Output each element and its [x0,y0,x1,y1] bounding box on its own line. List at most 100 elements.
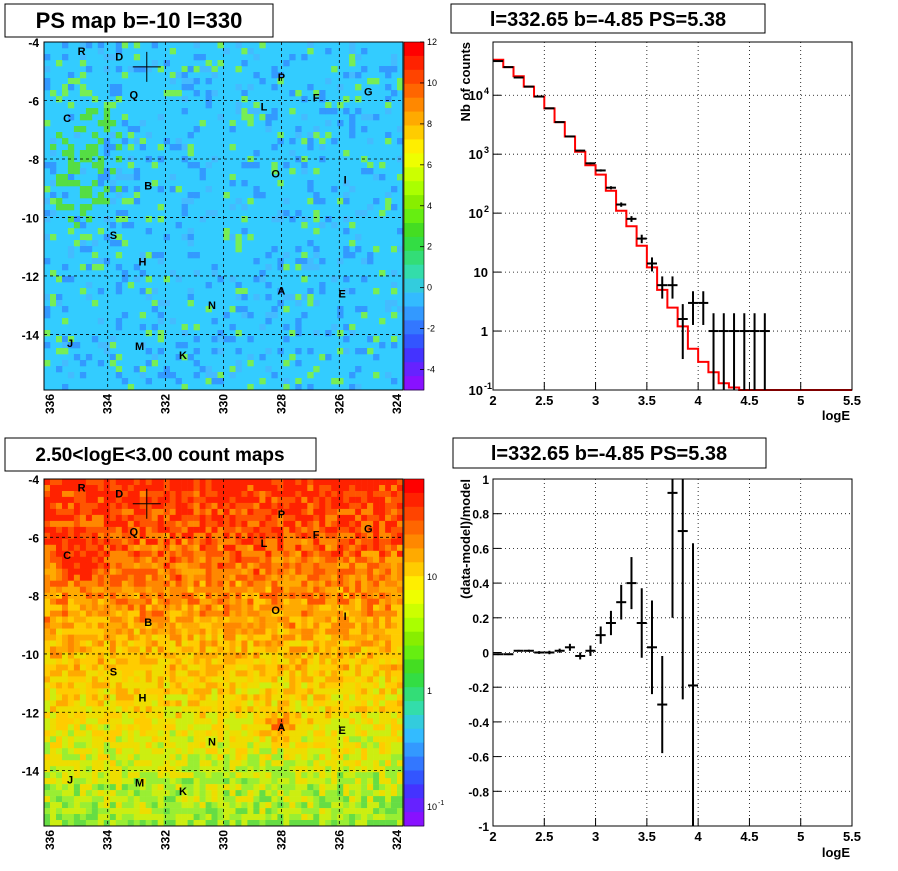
count-map-pixel [133,694,141,701]
count-map-pixel [367,556,374,564]
ps-map-pixel [157,114,164,121]
ps-map-pixel [307,84,314,91]
count-map-pixel [379,820,386,827]
count-map-pixel [97,574,105,581]
ps-map-pixel [139,144,146,151]
ps-map-x-tick-label: 324 [390,394,404,414]
count-map-pixel [391,802,398,809]
count-map-pixel [325,574,332,581]
count-map-pixel [211,574,218,581]
count-map-pixel [163,586,170,593]
count-map-pixel [295,622,302,629]
ps-map-pixel [50,138,57,145]
ps-map-pixel [289,150,296,157]
count-map-pixel [355,760,362,767]
ps-map-pixel [73,162,81,169]
count-map-pixel [223,784,230,791]
ps-map-pixel [91,150,99,157]
count-map-pixel [127,628,135,635]
ps-map-pixel [223,228,230,235]
count-map-pixel [331,485,338,492]
count-map-pixel [91,556,99,564]
count-map-pixel [187,556,194,564]
count-map-pixel [361,598,368,605]
count-map-pixel [343,508,350,516]
count-map-pixel [289,502,296,510]
count-map-pixel [169,562,176,570]
count-map-pixel [157,706,164,713]
ps-map-pixel [157,204,164,211]
count-map-pixel [271,754,278,761]
ps-map-pixel [157,300,164,307]
count-map-pixel [56,640,63,647]
count-map-pixel [295,538,302,546]
count-map-pixel [205,694,212,701]
count-map-pixel [289,694,296,701]
count-map-pixel [331,760,338,767]
count-map-pixel [163,604,170,611]
ps-map-pixel [247,162,254,169]
count-map-pixel [139,814,146,821]
count-map-pixel [103,820,111,827]
ps-map-colorbar-swatch [404,97,424,112]
count-map-pixel [205,538,212,546]
count-map-pixel [223,485,230,492]
count-map-pixel [277,742,284,749]
count-map-pixel [121,772,129,779]
count-map-pixel [295,706,302,713]
count-map-pixel [265,766,272,773]
ps-map-pixel [307,264,314,271]
count-map-pixel [163,538,170,546]
count-map-pixel [367,712,374,719]
count-map-pixel [325,796,332,803]
count-map-pixel [247,820,254,827]
count-map-pixel [259,742,266,749]
ps-map-pixel [181,84,188,91]
count-map-pixel [56,514,63,522]
count-map-pixel [97,616,105,623]
count-map-pixel [91,736,99,743]
count-map-pixel [79,742,87,749]
count-map-pixel [253,730,260,737]
count-map-pixel [343,586,350,593]
count-map-pixel [169,682,176,689]
count-map-pixel [44,502,51,510]
count-map-pixel [223,634,230,641]
count-map-pixel [265,598,272,605]
count-map-pixel [169,586,176,593]
count-map-pixel [181,682,188,689]
count-map-pixel [301,652,308,659]
count-map-pixel [193,538,200,546]
count-map-pixel [229,694,236,701]
ps-map-pixel [397,126,404,133]
count-map-pixel [151,802,158,809]
count-map-pixel [277,526,284,534]
count-map-pixel [289,520,296,528]
count-map-pixel [67,496,75,504]
count-map-pixel [109,682,117,689]
count-map-pixel [115,508,123,516]
count-map-pixel [205,508,212,516]
count-map-source-label: F [313,529,320,541]
count-map-pixel [181,598,188,605]
count-map-pixel [247,814,254,821]
count-map-pixel [145,640,152,647]
ps-map-pixel [163,276,170,283]
ps-map-pixel [181,66,188,73]
count-map-pixel [97,760,105,767]
ps-map-pixel [115,288,123,295]
ps-map-pixel [133,42,141,49]
count-map-source-label: M [135,777,144,789]
count-map-pixel [115,496,123,504]
count-map-pixel [307,796,314,803]
ps-map-pixel [73,180,81,187]
ps-map-pixel [133,66,141,73]
count-map-pixel [91,742,99,749]
count-map-pixel [379,790,386,797]
ps-map-pixel [253,186,260,193]
ps-map-pixel [259,114,266,121]
count-map-pixel [133,496,141,504]
count-map-pixel [121,760,129,767]
count-map-pixel [331,778,338,785]
count-map-pixel [193,784,200,791]
